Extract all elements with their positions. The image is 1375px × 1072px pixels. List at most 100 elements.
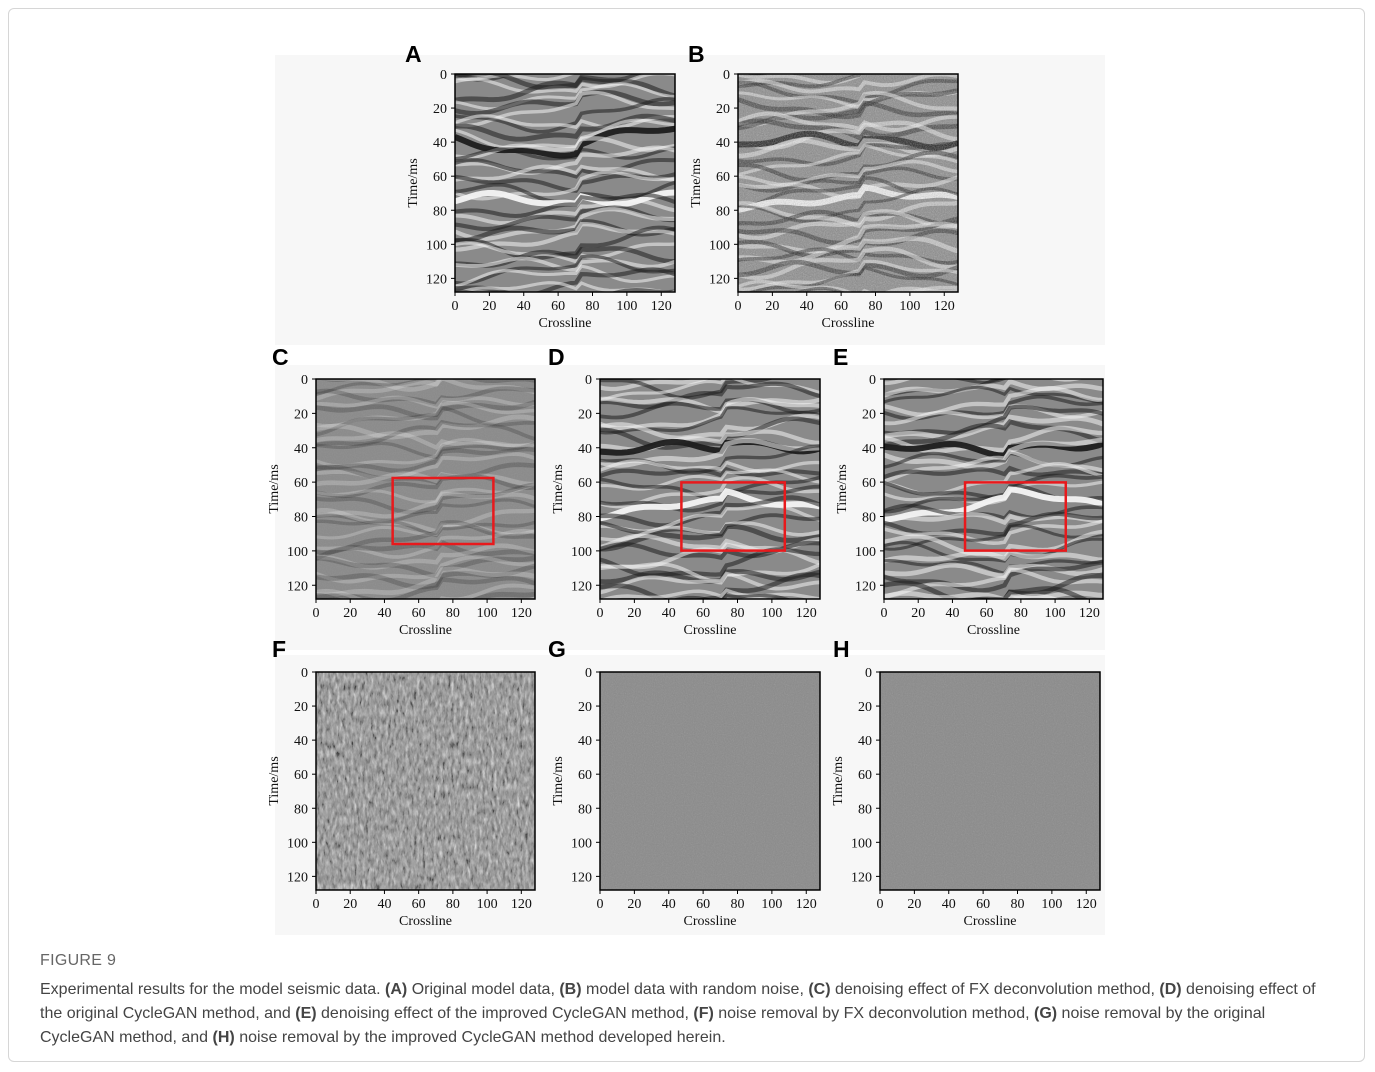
- y-axis-label: Time/ms: [267, 756, 282, 805]
- x-tick-label: 100: [616, 299, 637, 314]
- y-tick-label: 20: [433, 102, 447, 117]
- y-tick-label: 80: [862, 511, 876, 526]
- y-tick-label: 60: [578, 768, 592, 783]
- y-tick-label: 100: [426, 238, 447, 253]
- y-tick-label: 20: [862, 407, 876, 422]
- reflector: [455, 74, 675, 94]
- reflector: [884, 572, 1103, 599]
- reflector: [455, 118, 675, 150]
- y-tick-label: 0: [585, 373, 592, 388]
- reflector: [455, 241, 675, 264]
- panel: 0 20 40 60 80 100 120 0 20 40 60 80 100 120 Crossline T…: [688, 41, 959, 331]
- seismic-image: [455, 74, 675, 292]
- y-tick-label: 20: [578, 407, 592, 422]
- y-tick-label: 0: [301, 373, 308, 388]
- y-tick-label: 0: [440, 68, 447, 83]
- y-tick-label: 40: [433, 136, 447, 151]
- reflector: [600, 406, 820, 435]
- caption: FIGURE 9 Experimental results for the mo…: [40, 952, 1340, 1050]
- caption-ref: (H): [212, 1029, 235, 1046]
- caption-segment: denoising effect of FX deconvolution met…: [830, 981, 1160, 998]
- x-tick-label: 120: [651, 299, 672, 314]
- y-axis-label: Time/ms: [551, 464, 566, 513]
- y-tick-label: 20: [294, 700, 308, 715]
- y-tick-label: 0: [865, 666, 872, 681]
- x-tick-label: 20: [765, 299, 779, 314]
- x-tick-label: 0: [597, 606, 604, 621]
- x-tick-label: 100: [1041, 897, 1062, 912]
- reflector: [600, 523, 820, 552]
- caption-ref: (B): [559, 981, 582, 998]
- reflector: [600, 488, 820, 522]
- reflector: [884, 404, 1103, 436]
- x-axis-label: Crossline: [399, 914, 452, 929]
- x-tick-label: 80: [1014, 606, 1028, 621]
- seismic-image: [316, 379, 535, 599]
- y-tick-label: 40: [716, 136, 730, 151]
- y-tick-label: 120: [287, 579, 308, 594]
- x-tick-label: 100: [477, 897, 498, 912]
- seismic-image: [880, 672, 1100, 890]
- x-tick-label: 80: [731, 606, 745, 621]
- y-tick-label: 120: [426, 272, 447, 287]
- caption-segment: Original model data,: [407, 981, 560, 998]
- y-tick-label: 80: [858, 802, 872, 817]
- seismic-image: [738, 74, 958, 292]
- x-tick-label: 120: [934, 299, 955, 314]
- x-tick-label: 0: [597, 897, 604, 912]
- y-tick-label: 20: [578, 700, 592, 715]
- x-tick-label: 40: [800, 299, 814, 314]
- reflector: [600, 416, 820, 450]
- x-tick-label: 40: [517, 299, 531, 314]
- x-tick-label: 20: [911, 606, 925, 621]
- x-tick-label: 100: [899, 299, 920, 314]
- y-tick-label: 20: [858, 700, 872, 715]
- y-tick-label: 120: [855, 579, 876, 594]
- y-tick-label: 60: [578, 476, 592, 491]
- reflector: [600, 468, 820, 491]
- y-axis-label: Time/ms: [406, 158, 421, 207]
- x-tick-label: 80: [446, 897, 460, 912]
- reflector: [455, 192, 675, 219]
- x-tick-label: 100: [477, 606, 498, 621]
- highlight-box: [680, 481, 787, 552]
- panel: 0 20 40 60 80 100 120 0 20 40 60 80 100 120 Crossline T…: [548, 636, 821, 929]
- y-tick-label: 100: [287, 836, 308, 851]
- x-axis-label: Crossline: [822, 316, 875, 331]
- y-tick-label: 80: [578, 511, 592, 526]
- x-tick-label: 60: [834, 299, 848, 314]
- caption-segment: model data with random noise,: [581, 981, 809, 998]
- y-tick-label: 40: [294, 442, 308, 457]
- reflector: [455, 74, 524, 82]
- x-tick-label: 60: [412, 606, 426, 621]
- x-tick-label: 80: [446, 606, 460, 621]
- x-axis-label: Crossline: [684, 914, 737, 929]
- caption-segment: noise removal by FX deconvolution method…: [713, 1005, 1034, 1022]
- reflector: [455, 157, 675, 179]
- x-axis-label: Crossline: [964, 914, 1017, 929]
- y-tick-label: 20: [716, 102, 730, 117]
- y-tick-label: 100: [851, 836, 872, 851]
- x-tick-label: 60: [412, 897, 426, 912]
- panel-label: A: [405, 41, 422, 67]
- reflector: [455, 198, 675, 226]
- x-axis-label: Crossline: [684, 623, 737, 638]
- x-tick-label: 40: [945, 606, 959, 621]
- x-tick-label: 60: [696, 897, 710, 912]
- reflector: [455, 205, 675, 232]
- noise: [880, 672, 1100, 890]
- reflector: [600, 588, 820, 599]
- y-tick-label: 100: [571, 545, 592, 560]
- plot-frame: [599, 378, 821, 600]
- reflector: [600, 484, 820, 513]
- reflector: [455, 288, 675, 292]
- caption-segment: noise removal by the improved CycleGAN m…: [234, 1029, 726, 1046]
- reflector: [884, 385, 1103, 404]
- y-tick-label: 0: [869, 373, 876, 388]
- y-tick-label: 40: [578, 442, 592, 457]
- x-tick-label: 20: [627, 897, 641, 912]
- x-tick-label: 120: [1079, 606, 1100, 621]
- panel: 0 20 40 60 80 100 120 0 20 40 60 80 100 120 Crossline T…: [548, 344, 821, 638]
- reflector: [884, 465, 1103, 480]
